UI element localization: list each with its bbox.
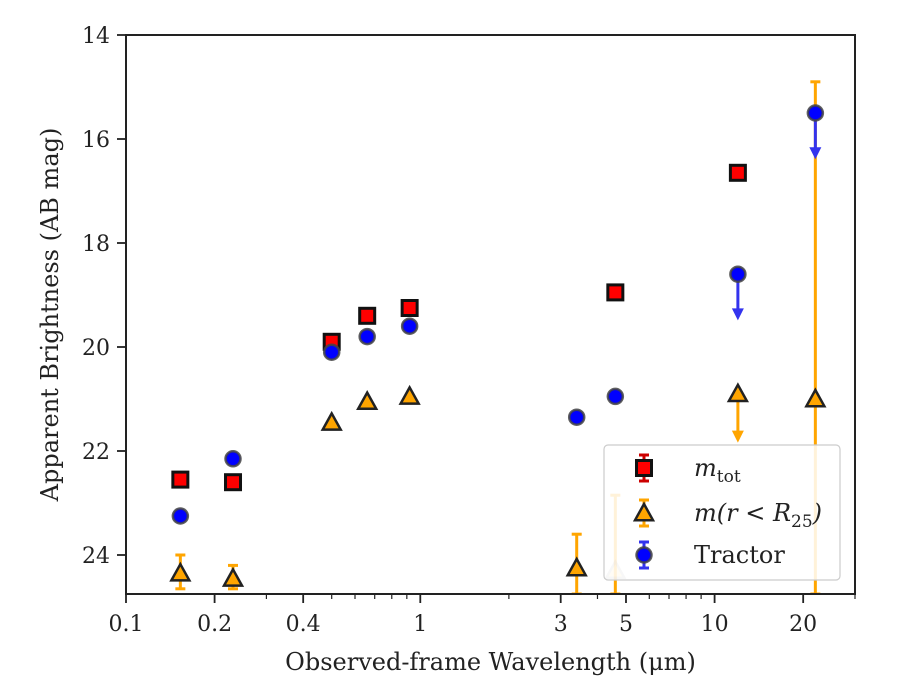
data-marks [169,80,827,594]
tractor-point [322,343,341,361]
legend-entry: Tractor [694,541,785,569]
mr25-point [320,410,343,431]
plot-frame [125,34,856,595]
y-tick-label: 18 [82,232,110,257]
mtot-point [728,163,747,182]
legend: mtot m(r < R25) Tractor [603,444,841,581]
legend-box [603,444,841,581]
x-tick-label: 20 [789,612,817,637]
mr25-point [804,387,827,408]
legend-marker [632,501,656,522]
mtot-point [171,470,190,489]
legend-entry: m(r < R25) [694,499,822,532]
y-tick-label: 24 [82,544,110,569]
y-tick-label: 22 [82,440,110,465]
y-axis-label: Apparent Brightness (AB mag) [36,128,64,503]
mr25-point [398,384,421,405]
tractor-point [806,104,825,122]
legend-entry-subscript: 25 [791,512,813,532]
mr25-point [221,566,245,587]
mr25-point [726,382,750,403]
x-tick-label: 3 [554,612,568,637]
legend-entry-base: m [694,454,717,482]
tractor-point [224,450,242,468]
x-tick-label: 0.4 [286,612,321,637]
arrow-head [731,308,744,321]
legend-entry: mtot [694,454,741,487]
x-tick-label: 1 [413,612,427,637]
arrow-head [809,147,822,160]
tractor-point [358,327,376,346]
x-tick-label: 0.2 [197,612,232,637]
y-tick-label: 16 [82,128,110,153]
legend-entry-base: m(r < R [694,499,791,527]
mr25-point [356,390,379,411]
tractor-point [171,507,190,525]
tractor-point [606,387,625,406]
legend-marker [635,546,653,564]
mtot-point [224,473,243,492]
mtot-point [358,306,377,325]
x-tick-label: 5 [619,612,633,637]
axis-ticks: 0.1 0.2 0.4 1 3 5 10 20 14 16 18 20 22 24 [82,24,856,637]
mtot-point [400,299,419,317]
tractor-point [400,317,419,335]
legend-entry-end: ) [812,499,822,527]
x-axis-label: Observed-frame Wavelength (μm) [285,648,696,676]
tractor-point [729,265,747,283]
mr25-point [169,561,192,582]
mr25-point [565,556,588,577]
mtot-point [606,283,625,302]
tractor-point [567,408,586,426]
y-tick-label: 14 [82,24,110,49]
y-tick-label: 20 [82,336,110,361]
arrow-head [731,430,744,443]
x-tick-label: 10 [701,612,729,637]
plot-area [169,80,827,594]
legend-entry-subscript: tot [717,467,741,487]
x-tick-label: 0.1 [109,612,144,637]
legend-marker [635,459,653,477]
